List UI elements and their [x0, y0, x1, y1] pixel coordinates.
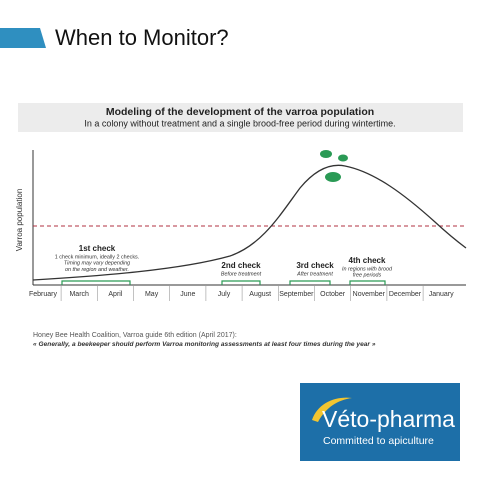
- month-label: November: [353, 291, 386, 298]
- check-title: 2nd check: [221, 261, 261, 270]
- logo-box: [300, 383, 460, 461]
- check-bracket: [61, 280, 131, 285]
- logo-tagline: Committed to apiculture: [323, 435, 434, 447]
- month-label: July: [218, 291, 231, 298]
- check-note: Timing may vary depending: [64, 261, 130, 267]
- month-label: March: [69, 291, 89, 298]
- chart-title: Modeling of the development of the varro…: [106, 106, 374, 118]
- chart-header: [18, 103, 463, 132]
- check-bracket: [289, 280, 331, 285]
- month-label: February: [29, 291, 58, 298]
- header-accent: [0, 28, 46, 48]
- check-title: 3rd check: [296, 261, 334, 270]
- mite-icons: [320, 150, 348, 182]
- check-note: 1 check minimum, ideally 2 checks.: [55, 254, 139, 260]
- check-bracket: [349, 280, 386, 285]
- check-note: on the region and weather.: [65, 267, 129, 273]
- check-note: In regions with brood: [342, 266, 393, 272]
- chart-subtitle: In a colony without treatment and a sing…: [84, 118, 395, 128]
- month-label: October: [320, 291, 346, 298]
- y-axis-label: Varroa population: [15, 189, 24, 252]
- month-label: January: [429, 291, 454, 298]
- page-title: When to Monitor?: [55, 25, 229, 50]
- check-note: Before treatment: [221, 271, 262, 277]
- citation-source: Honey Bee Health Coalition, Varroa guide…: [33, 332, 237, 339]
- month-label: June: [180, 291, 195, 298]
- month-label: December: [389, 291, 422, 298]
- month-label: August: [249, 291, 271, 298]
- check-note: free periods: [353, 273, 382, 279]
- month-label: September: [279, 291, 314, 298]
- check-note: After treatment: [296, 271, 333, 277]
- population-curve: [32, 164, 467, 281]
- check-title: 4th check: [349, 256, 386, 265]
- logo-swoosh: [312, 397, 352, 422]
- logo-name: Véto-pharma: [322, 406, 455, 432]
- month-labels: February March April May June July August Septe…: [29, 285, 454, 301]
- month-label: May: [145, 291, 159, 298]
- check-bracket: [221, 280, 261, 285]
- citation-quote: « Generally, a beekeeper should perform …: [33, 341, 376, 348]
- month-label: April: [108, 291, 122, 298]
- check-title: 1st check: [79, 244, 116, 253]
